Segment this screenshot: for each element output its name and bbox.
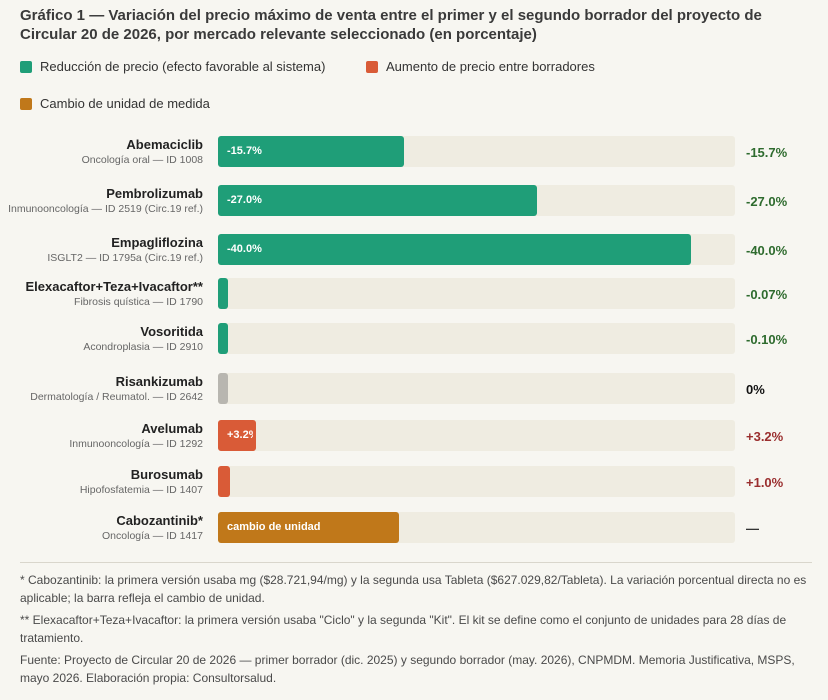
value-label: -15.7% xyxy=(746,145,788,160)
bar-label: -15.7% xyxy=(227,145,262,157)
bar-label: +3.2% xyxy=(227,429,253,441)
bar-track xyxy=(218,323,735,354)
bar-track xyxy=(218,278,735,309)
divider xyxy=(20,562,812,563)
bar-track xyxy=(218,466,735,497)
footnote-cabozantinib: * Cabozantinib: la primera versión usaba… xyxy=(20,573,807,605)
row-name: Burosumab xyxy=(130,467,203,482)
footnote-elexacaftor: ** Elexacaftor+Teza+Ivacaftor: la primer… xyxy=(20,613,787,645)
legend-item-increase: Aumento de precio entre borradores xyxy=(366,59,595,74)
legend-label: Cambio de unidad de medida xyxy=(40,96,210,111)
value-label: +1.0% xyxy=(746,475,784,490)
row-subtitle: Inmunooncología — ID 1292 xyxy=(69,438,203,450)
legend-item-unit: Cambio de unidad de medida xyxy=(20,96,210,111)
row-subtitle: Oncología — ID 1417 xyxy=(102,530,203,542)
row-subtitle: Hipofosfatemia — ID 1407 xyxy=(79,484,203,496)
row-name: Avelumab xyxy=(141,421,203,436)
bar-unit xyxy=(218,512,399,543)
bar-label: cambio de unidad xyxy=(227,521,321,533)
row-name: Abemaciclib xyxy=(126,137,203,152)
row-subtitle: Oncología oral — ID 1008 xyxy=(81,154,203,166)
row-name: Pembrolizumab xyxy=(106,186,203,201)
row-name: Empagliflozina xyxy=(111,235,203,250)
row-name: Risankizumab xyxy=(115,374,203,389)
legend-label: Reducción de precio (efecto favorable al… xyxy=(40,59,326,74)
row-subtitle: Dermatología / Reumatol. — ID 2642 xyxy=(30,391,203,403)
bar-reduction xyxy=(218,278,228,309)
row-name: Vosoritida xyxy=(140,324,203,339)
legend-swatch xyxy=(366,60,378,73)
value-label: -0.10% xyxy=(746,332,788,347)
bar-increase xyxy=(218,466,230,497)
legend-swatch xyxy=(20,97,32,110)
legend-label: Aumento de precio entre borradores xyxy=(386,59,595,74)
row-subtitle: Fibrosis quística — ID 1790 xyxy=(74,296,203,308)
row-subtitle: Acondroplasia — ID 2910 xyxy=(83,341,203,353)
bar-reduction xyxy=(218,323,228,354)
bar-reduction xyxy=(218,185,538,216)
row-subtitle: ISGLT2 — ID 1795a (Circ.19 ref.) xyxy=(47,252,203,264)
bar-reduction xyxy=(218,234,691,265)
value-label: -27.0% xyxy=(746,194,788,209)
value-label: +3.2% xyxy=(746,429,784,444)
bar-track xyxy=(218,373,735,404)
value-label: -0.07% xyxy=(746,287,788,302)
bar-track xyxy=(218,420,735,451)
legend-item-reduction: Reducción de precio (efecto favorable al… xyxy=(20,59,325,74)
bar-label: -40.0% xyxy=(227,243,262,255)
row-name: Cabozantinib* xyxy=(116,513,203,528)
value-label: — xyxy=(746,521,759,536)
bar-reduction xyxy=(218,136,404,167)
chart-title: Gráfico 1 — Variación del precio máximo … xyxy=(20,7,762,43)
row-name: Elexacaftor+Teza+Ivacaftor** xyxy=(25,279,203,294)
value-label: -40.0% xyxy=(746,243,788,258)
source-note: Fuente: Proyecto de Circular 20 de 2026 … xyxy=(20,653,795,685)
value-label: 0% xyxy=(746,382,765,397)
row-subtitle: Inmunooncología — ID 2519 (Circ.19 ref.) xyxy=(8,203,203,215)
bar-increase xyxy=(218,420,256,451)
bar-neutral xyxy=(218,373,228,404)
bar-label: -27.0% xyxy=(227,194,262,206)
legend-swatch xyxy=(20,60,32,73)
